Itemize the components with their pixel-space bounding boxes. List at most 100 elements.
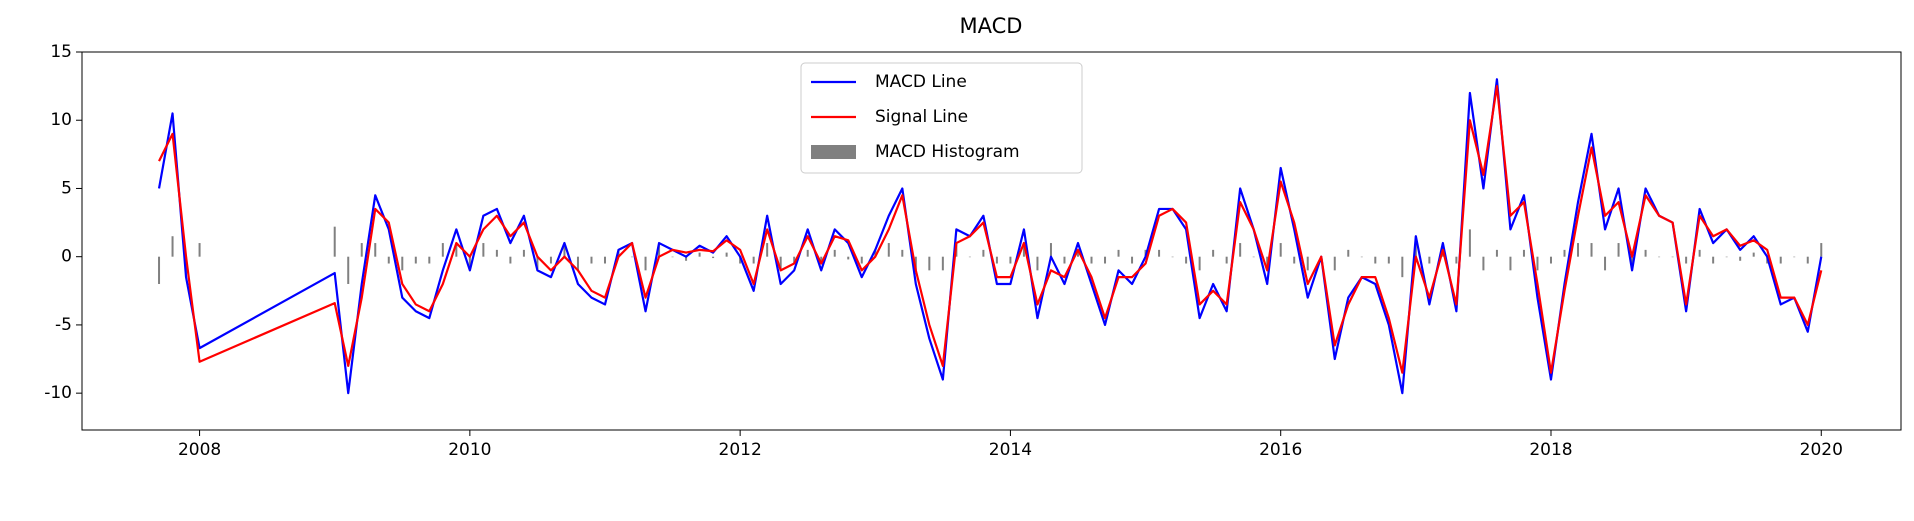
series-line xyxy=(158,85,1823,374)
histogram-bar xyxy=(1049,243,1052,257)
histogram-bar xyxy=(766,243,769,257)
x-tick-label: 2016 xyxy=(1259,440,1302,460)
histogram-bar xyxy=(522,249,525,257)
histogram-bar xyxy=(360,243,363,257)
histogram-bar xyxy=(1712,256,1715,264)
histogram-bar xyxy=(1401,256,1404,278)
histogram-bar xyxy=(1239,243,1242,257)
histogram-bar xyxy=(779,256,782,271)
histogram-bar xyxy=(1212,249,1215,257)
histogram-bar xyxy=(482,243,485,257)
legend-swatch xyxy=(811,145,856,159)
histogram-bar xyxy=(563,243,566,257)
histogram-bar xyxy=(1739,256,1742,261)
histogram-bar xyxy=(1563,249,1566,257)
histogram-bar xyxy=(1374,256,1377,264)
x-tick-label: 2010 xyxy=(448,440,491,460)
histogram-bar xyxy=(509,256,512,264)
histogram-bar xyxy=(1171,256,1174,258)
histogram-bar xyxy=(1279,243,1282,257)
histogram-bar xyxy=(1482,256,1485,271)
histogram-bar xyxy=(914,256,917,271)
histogram-bar xyxy=(1063,256,1066,264)
histogram-bar xyxy=(1090,256,1093,264)
histogram-bar xyxy=(1806,256,1809,264)
histogram-bar xyxy=(1009,256,1012,264)
histogram-bar xyxy=(806,249,809,257)
histogram-bar xyxy=(1495,249,1498,257)
histogram-bar xyxy=(820,256,823,264)
legend-label: MACD Line xyxy=(875,72,967,92)
histogram-bar xyxy=(1022,243,1025,257)
histogram-bar xyxy=(712,256,715,259)
histogram-bar xyxy=(631,256,634,258)
y-tick-label: 0 xyxy=(61,247,72,267)
histogram-bar xyxy=(374,243,377,257)
histogram-bar xyxy=(171,236,174,257)
histogram-bar xyxy=(455,243,458,257)
y-tick-label: 5 xyxy=(61,178,72,198)
x-tick-label: 2012 xyxy=(719,440,762,460)
histogram-bar xyxy=(941,256,944,271)
histogram-bar xyxy=(1779,256,1782,264)
legend-label: Signal Line xyxy=(875,107,968,127)
histogram-bar xyxy=(1158,249,1161,257)
histogram-bar xyxy=(1076,249,1079,257)
histogram-bar xyxy=(739,256,742,264)
histogram-bar xyxy=(198,243,201,257)
legend-label: MACD Histogram xyxy=(875,142,1020,162)
histogram-bar xyxy=(1617,243,1620,257)
histogram-bar xyxy=(1347,249,1350,257)
histogram-bar xyxy=(1536,256,1539,271)
y-tick-label: 15 xyxy=(50,42,72,62)
histogram-bar xyxy=(644,256,647,271)
histogram-bar xyxy=(1509,256,1512,271)
histogram-bar xyxy=(860,256,863,264)
histogram-bar xyxy=(158,256,161,284)
histogram-bar xyxy=(347,256,350,284)
histogram-bar xyxy=(698,252,701,257)
histogram-bar xyxy=(401,256,404,271)
histogram-bar xyxy=(1252,256,1255,258)
histogram-bar xyxy=(468,256,471,271)
histogram-bar xyxy=(928,256,931,271)
histogram-bar xyxy=(1198,256,1201,271)
histogram-bar xyxy=(549,256,552,264)
histogram-bar xyxy=(1036,256,1039,271)
histogram-bar xyxy=(1360,256,1363,258)
histogram-bar xyxy=(1685,256,1688,264)
histogram-bar xyxy=(725,252,728,257)
histogram-bar xyxy=(1185,256,1188,264)
axes-frame xyxy=(81,51,1902,431)
histogram-bar xyxy=(1293,256,1296,264)
histogram-bar xyxy=(1820,243,1823,257)
histogram-bar xyxy=(833,249,836,257)
legend: MACD Line Signal Line MACD Histogram xyxy=(800,62,1083,174)
histogram-bar xyxy=(1522,249,1525,257)
x-tick-label: 2018 xyxy=(1529,440,1572,460)
histogram-bar xyxy=(441,243,444,257)
histogram-bar xyxy=(1658,256,1661,258)
x-tick-label: 2020 xyxy=(1800,440,1843,460)
histogram-bar xyxy=(1225,256,1228,264)
histogram-bar xyxy=(1468,229,1471,257)
chart-title: MACD xyxy=(960,14,1023,38)
histogram-bar xyxy=(1306,256,1309,271)
histogram-bar xyxy=(1631,256,1634,271)
y-tick-label: -5 xyxy=(55,315,72,335)
series-line xyxy=(157,78,1823,395)
histogram-bar xyxy=(387,256,390,264)
histogram-bar xyxy=(995,256,998,264)
histogram-bar xyxy=(1117,249,1120,257)
x-tick-label: 2014 xyxy=(989,440,1032,460)
plot-area xyxy=(157,78,1823,395)
histogram-bar xyxy=(428,256,431,264)
histogram-bar xyxy=(847,256,850,260)
histogram-bar xyxy=(333,226,336,257)
histogram-bar xyxy=(1590,243,1593,257)
histogram-bar xyxy=(1549,256,1552,264)
histogram-bar xyxy=(1698,249,1701,257)
histogram-bar xyxy=(495,249,498,257)
histogram-bar xyxy=(874,249,877,257)
